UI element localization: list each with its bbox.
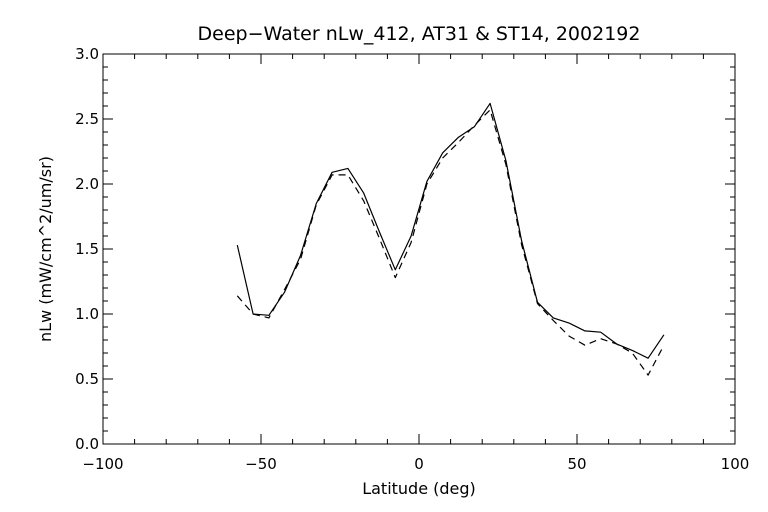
series-line-solid [236, 102, 665, 359]
series-group [236, 102, 665, 376]
chart-title: Deep−Water nLw_412, AT31 & ST14, 2002192 [198, 23, 641, 45]
x-tick-label: −100 [82, 455, 123, 473]
x-tick-label: 0 [414, 455, 424, 473]
y-axis: 0.0 0.5 1.0 1.5 2.0 2.5 3.0 [75, 45, 735, 453]
y-tick-label: 2.5 [75, 110, 99, 128]
y-tick-label: 3.0 [75, 45, 99, 63]
y-tick-label: 0.5 [75, 370, 99, 388]
y-tick-label: 0.0 [75, 435, 99, 453]
y-axis-label: nLw (mW/cm^2/um/sr) [36, 156, 55, 342]
y-tick-label: 1.5 [75, 240, 99, 258]
x-axis-label: Latitude (deg) [362, 479, 476, 498]
y-tick-label: 2.0 [75, 175, 99, 193]
x-axis: −100 −50 0 50 100 [82, 54, 749, 473]
series-line-dashed [236, 109, 665, 376]
y-tick-label: 1.0 [75, 305, 99, 323]
x-tick-label: 100 [721, 455, 750, 473]
x-tick-label: −50 [245, 455, 277, 473]
x-tick-label: 50 [567, 455, 586, 473]
